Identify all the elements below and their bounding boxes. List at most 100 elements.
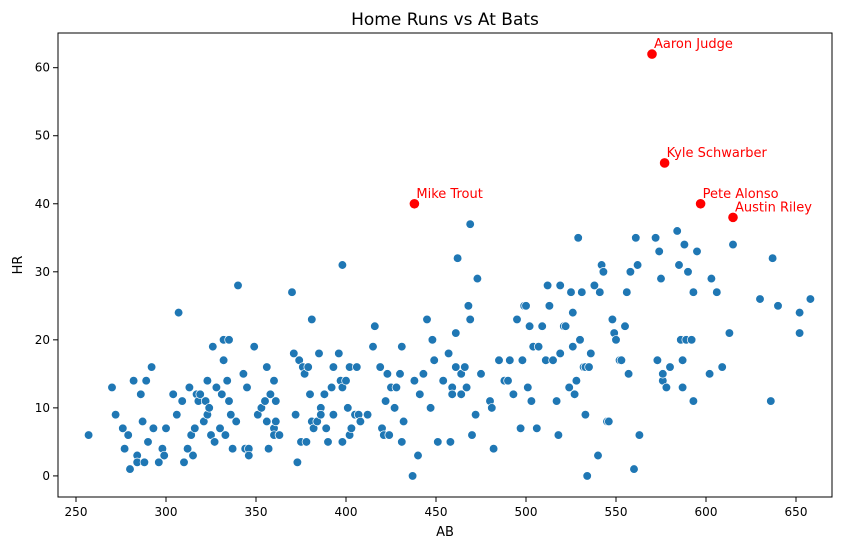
data-point <box>244 450 254 461</box>
data-point <box>470 410 481 420</box>
data-point <box>452 253 463 263</box>
data-point <box>629 464 639 474</box>
data-point <box>343 403 353 413</box>
data-point <box>461 382 472 393</box>
data-point <box>425 403 436 413</box>
data-point <box>595 287 605 297</box>
data-point <box>755 294 765 304</box>
data-point <box>712 287 722 297</box>
data-point <box>487 403 497 413</box>
highlighted-point <box>647 49 657 59</box>
data-point <box>262 362 272 372</box>
data-point <box>580 410 591 420</box>
data-point <box>346 423 357 433</box>
data-point <box>202 376 213 386</box>
data-point <box>794 328 805 338</box>
data-point <box>584 362 594 372</box>
data-point <box>656 273 666 284</box>
data-point <box>179 457 189 467</box>
data-point <box>677 382 688 393</box>
data-point <box>620 321 630 331</box>
data-point <box>465 219 475 229</box>
data-point <box>571 376 582 386</box>
data-point <box>575 335 585 345</box>
data-point <box>665 362 675 372</box>
data-point <box>560 321 571 331</box>
data-point <box>409 376 420 386</box>
data-point <box>568 341 578 352</box>
data-point <box>136 389 146 399</box>
data-point <box>249 341 259 352</box>
data-point <box>316 410 326 420</box>
data-point <box>517 355 528 365</box>
data-point <box>368 341 378 352</box>
data-point <box>211 382 222 393</box>
player-label: Mike Trout <box>416 187 482 202</box>
player-label: Pete Alonso <box>703 187 779 202</box>
data-point <box>569 389 580 399</box>
data-point <box>415 389 425 399</box>
data-point <box>523 382 533 393</box>
data-point <box>607 314 618 325</box>
y-tick-label: 10 <box>35 401 50 415</box>
data-point <box>616 355 627 365</box>
data-point <box>190 423 200 433</box>
data-point <box>766 396 776 406</box>
data-point <box>384 430 394 440</box>
data-point <box>407 471 418 481</box>
data-point <box>263 444 274 454</box>
data-point <box>451 362 461 372</box>
data-point <box>553 430 564 440</box>
data-point <box>566 287 576 297</box>
data-point <box>677 355 688 365</box>
data-point <box>683 267 693 277</box>
data-point <box>146 362 157 372</box>
data-point <box>586 348 596 359</box>
data-point <box>262 416 272 427</box>
data-point <box>227 444 238 454</box>
highlighted-point <box>728 212 738 223</box>
data-point <box>271 396 281 406</box>
data-point <box>488 444 499 454</box>
data-point <box>686 335 697 345</box>
data-point <box>465 314 475 325</box>
data-point <box>532 423 542 433</box>
data-point <box>395 369 405 379</box>
highlighted-point <box>409 198 420 209</box>
data-point <box>679 239 690 250</box>
data-point <box>773 301 783 311</box>
data-point <box>447 389 457 399</box>
x-tick-label: 350 <box>245 505 268 519</box>
data-point <box>555 280 565 291</box>
x-tick-label: 500 <box>515 505 538 519</box>
data-point <box>460 362 470 372</box>
data-point <box>208 341 218 352</box>
data-point <box>274 430 285 440</box>
data-point <box>260 396 270 406</box>
data-point <box>625 267 636 277</box>
data-point <box>107 382 117 393</box>
data-point <box>307 314 317 325</box>
data-point <box>326 382 337 393</box>
data-point <box>704 369 715 379</box>
data-point <box>328 410 339 420</box>
x-tick-label: 650 <box>785 505 808 519</box>
data-point <box>177 396 187 406</box>
data-point <box>292 457 303 467</box>
data-point <box>143 437 153 447</box>
data-point <box>728 239 738 250</box>
data-point <box>303 362 313 372</box>
data-point <box>355 416 366 427</box>
data-point <box>110 410 121 420</box>
data-point <box>337 437 348 447</box>
y-tick-label: 0 <box>42 469 50 483</box>
data-point <box>472 273 483 284</box>
data-point <box>418 369 429 379</box>
data-point <box>195 389 205 399</box>
data-point <box>622 287 632 297</box>
data-point <box>794 307 805 318</box>
data-point <box>242 382 252 393</box>
x-tick-label: 400 <box>335 505 358 519</box>
data-point <box>233 280 243 291</box>
chart-title: Home Runs vs At Bats <box>351 10 539 30</box>
